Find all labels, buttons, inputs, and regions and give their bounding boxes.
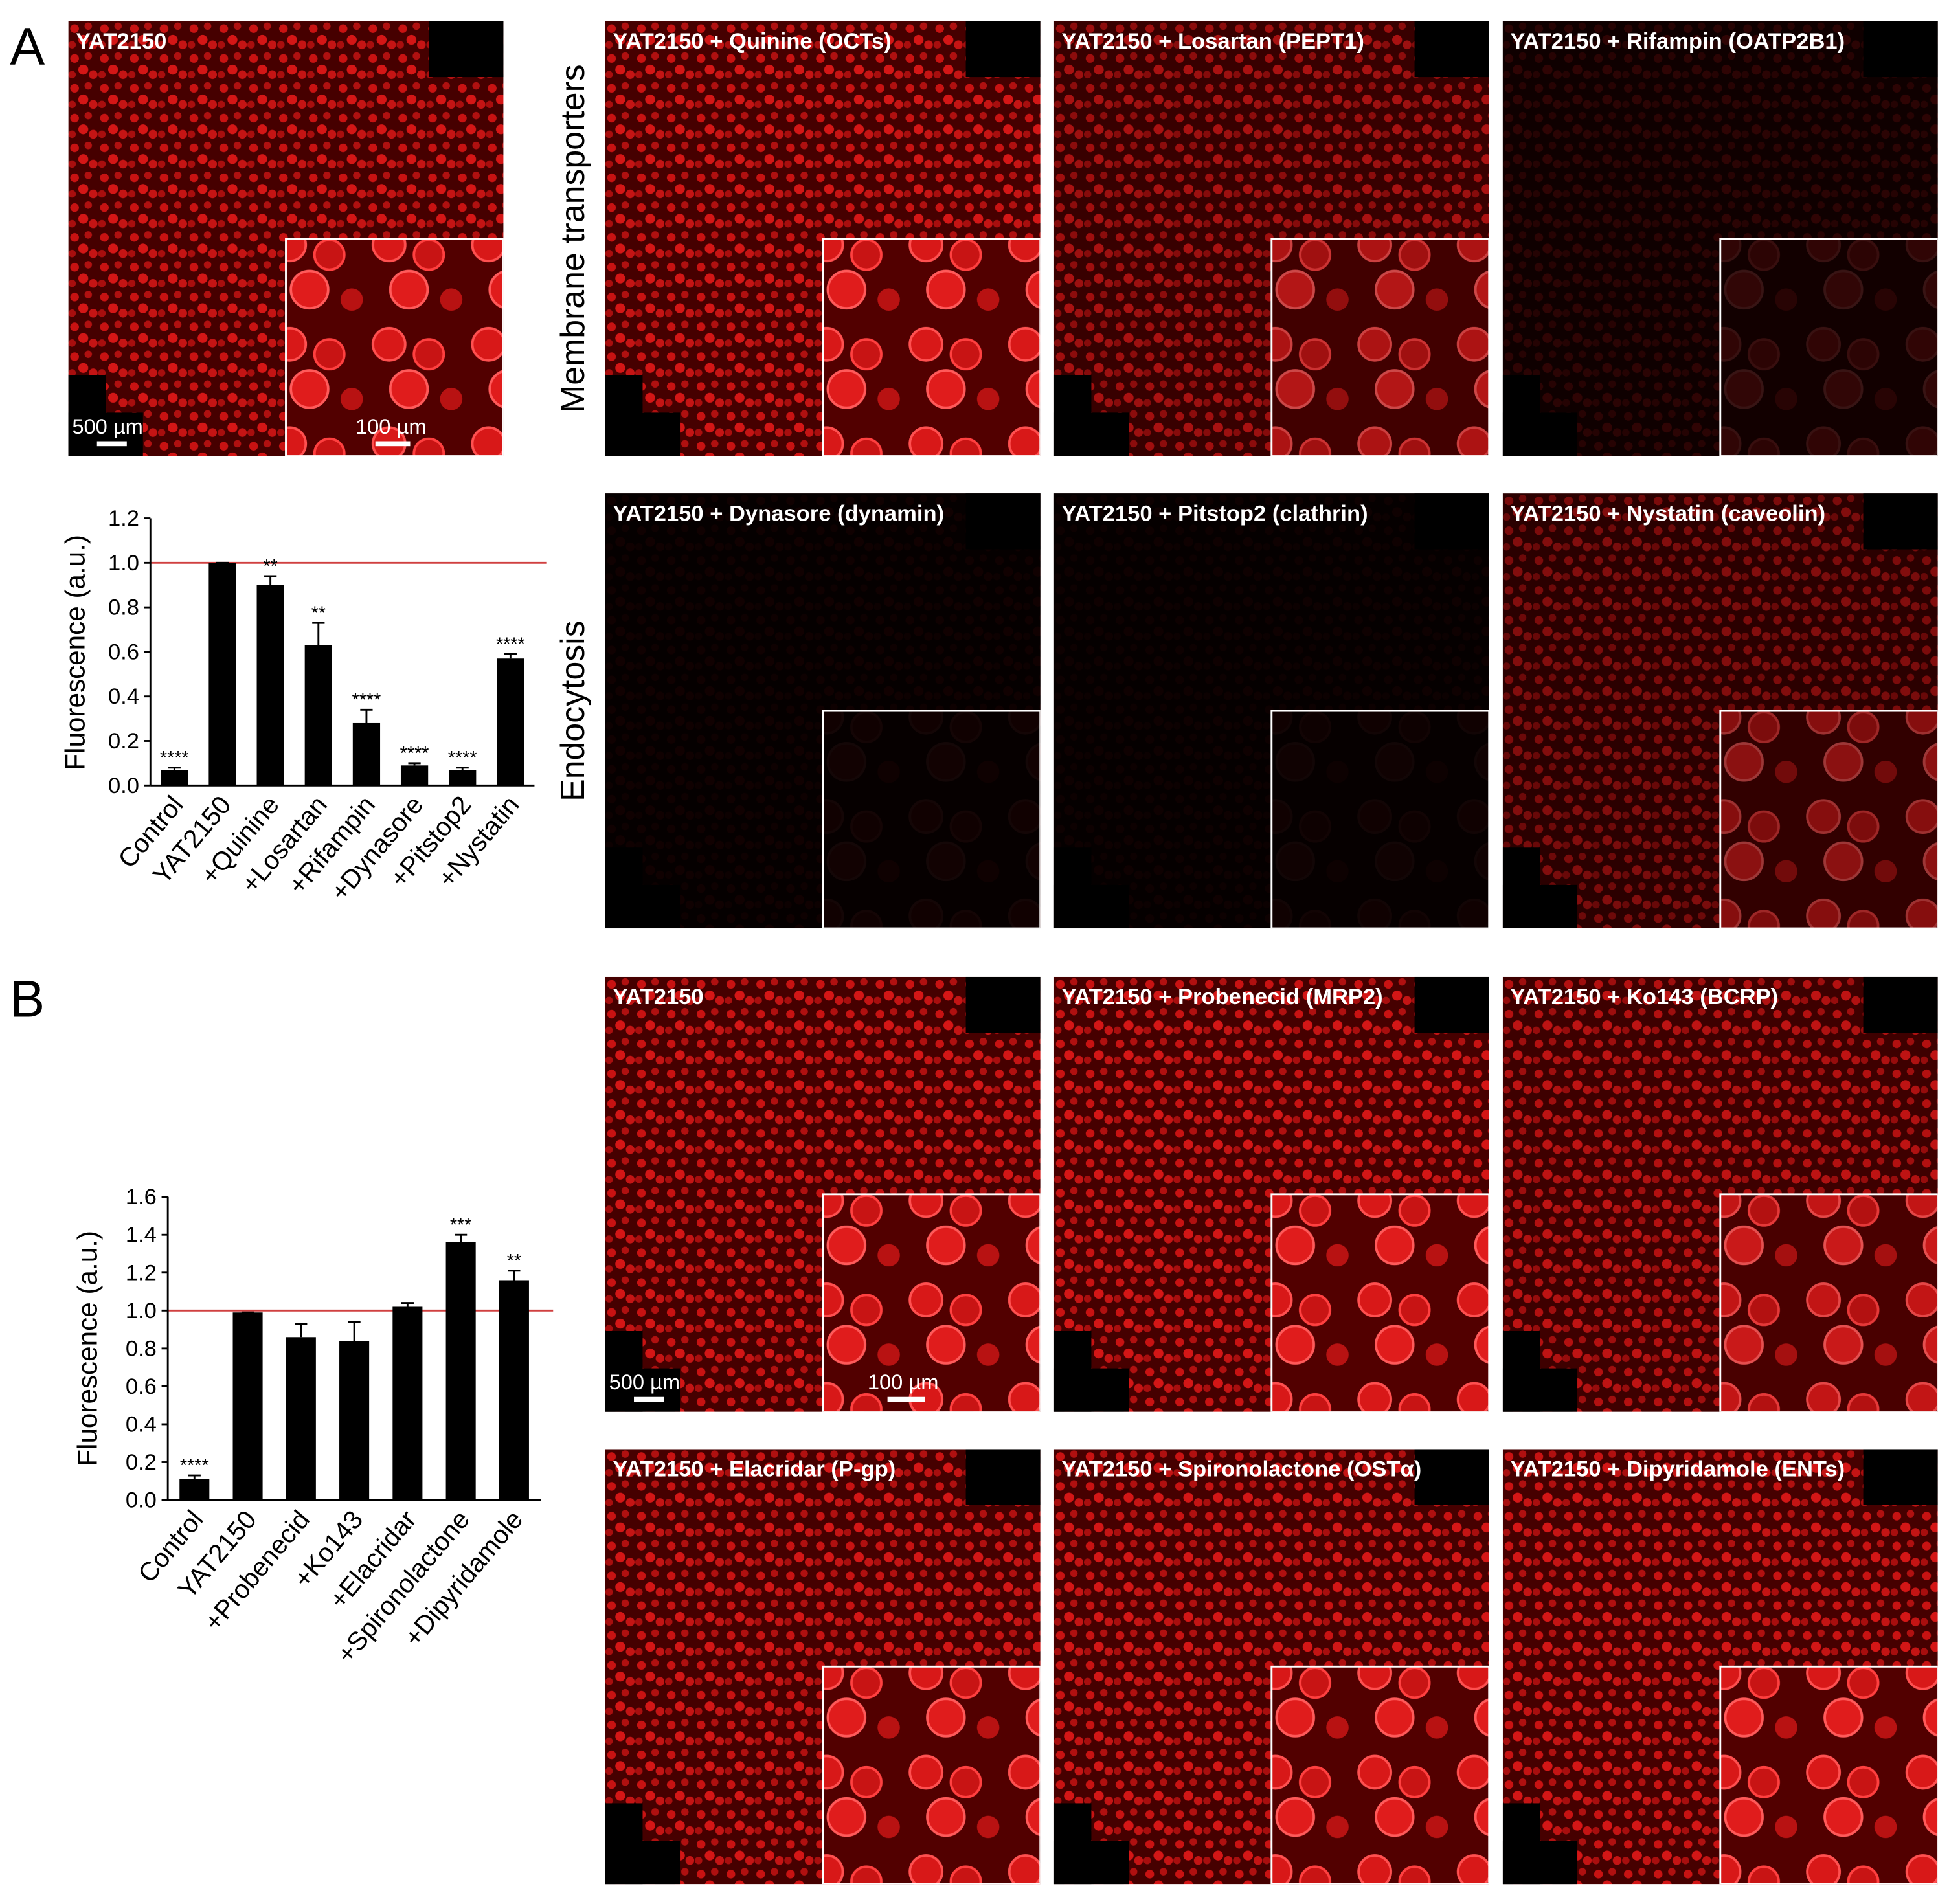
micrograph: YAT2150 + Pitstop2 (clathrin) — [1053, 493, 1489, 928]
y-tick-label: 1.6 — [126, 1185, 157, 1209]
image-title: YAT2150 + Spironolactone (OSTα) — [1061, 1457, 1421, 1482]
y-tick-label: 0.8 — [126, 1336, 157, 1361]
micrograph: YAT2150 + Losartan (PEPT1) — [1053, 21, 1489, 456]
bar — [286, 1337, 316, 1501]
image-title: YAT2150 + Nystatin (caveolin) — [1510, 501, 1825, 526]
image-title: YAT2150 + Rifampin (OATP2B1) — [1510, 29, 1845, 54]
bar — [400, 765, 429, 786]
error-bar — [456, 767, 469, 770]
image-title: YAT2150 + Elacridar (P-gp) — [613, 1457, 896, 1482]
y-tick-label: 0.8 — [108, 596, 139, 620]
y-tick-label: 0.2 — [108, 729, 139, 754]
y-tick-label: 1.0 — [126, 1299, 157, 1323]
significance: ** — [507, 1251, 521, 1271]
error-bar — [504, 653, 517, 659]
image-title: YAT2150 + Dipyridamole (ENTs) — [1510, 1457, 1845, 1482]
scale-bar-label: 100 µm — [868, 1370, 938, 1394]
image-title: YAT2150 + Pitstop2 (clathrin) — [1061, 501, 1368, 526]
y-tick-label: 1.4 — [126, 1223, 157, 1248]
bar — [499, 1280, 529, 1501]
micrograph: YAT2150 + Elacridar (P-gp) — [605, 1449, 1041, 1884]
y-tick-label: 0.6 — [126, 1374, 157, 1399]
significance: **** — [160, 748, 189, 768]
bar — [352, 722, 381, 786]
significance: ** — [311, 603, 326, 623]
significance: **** — [352, 690, 381, 711]
bar — [445, 1242, 476, 1501]
significance: ** — [263, 556, 277, 577]
image-title: YAT2150 + Losartan (PEPT1) — [1061, 29, 1364, 54]
significance: **** — [448, 748, 477, 768]
image-title: YAT2150 — [613, 985, 703, 1009]
bar — [232, 1312, 263, 1501]
micrograph: YAT2150 + Rifampin (OATP2B1) — [1502, 21, 1938, 456]
bar — [304, 645, 332, 786]
y-tick-label: 1.0 — [108, 551, 139, 576]
error-bar — [168, 767, 181, 770]
row-label: Membrane transporters — [554, 64, 591, 413]
significance: *** — [450, 1215, 472, 1235]
y-axis-label: Fluorescence (a.u.) — [60, 535, 91, 770]
micrograph: YAT2150 + Spironolactone (OSTα) — [1054, 1449, 1489, 1884]
y-tick-label: 0.4 — [108, 684, 139, 709]
y-tick-label: 1.2 — [108, 506, 139, 531]
bar — [208, 563, 236, 786]
micrograph: YAT2150 + Probenecid (MRP2) — [1054, 977, 1489, 1412]
bar — [256, 585, 284, 786]
error-bar — [188, 1474, 201, 1479]
micrograph: YAT2150 + Ko143 (BCRP) — [1502, 976, 1938, 1412]
y-tick-label: 0.2 — [126, 1450, 157, 1475]
error-bar — [401, 1302, 414, 1307]
error-bar — [408, 762, 421, 766]
image-title: YAT2150 + Quinine (OCTs) — [613, 29, 891, 54]
y-tick-label: 0.0 — [108, 774, 139, 798]
error-bar — [360, 708, 373, 723]
y-tick-label: 0.0 — [126, 1488, 157, 1513]
error-bar — [295, 1323, 308, 1338]
error-bar — [312, 622, 325, 645]
bar — [392, 1306, 423, 1501]
micrograph: YAT2150 500 µm 100 µm — [69, 21, 504, 456]
bar — [179, 1479, 210, 1501]
y-axis-label: Fluorescence (a.u.) — [73, 1231, 103, 1466]
bar — [449, 770, 477, 786]
error-bar — [264, 575, 277, 585]
panel-label: A — [10, 18, 45, 76]
scale-bar-label: 500 µm — [609, 1370, 680, 1394]
y-tick-label: 0.4 — [126, 1412, 157, 1437]
micrograph: YAT2150 + Dynasore (dynamin) — [605, 493, 1041, 928]
bar — [339, 1341, 370, 1501]
micrograph: YAT2150 500 µm 100 µm — [605, 977, 1041, 1412]
scale-bar-label: 500 µm — [72, 414, 142, 438]
significance: **** — [400, 743, 429, 764]
bar — [497, 658, 524, 786]
panel-label: B — [10, 970, 45, 1028]
significance: **** — [496, 634, 525, 655]
image-title: YAT2150 + Probenecid (MRP2) — [1061, 985, 1382, 1009]
image-title: YAT2150 + Dynasore (dynamin) — [613, 501, 944, 526]
error-bar — [348, 1321, 361, 1341]
y-tick-label: 0.6 — [108, 640, 139, 664]
image-title: YAT2150 + Ko143 (BCRP) — [1510, 985, 1778, 1009]
error-bar — [508, 1270, 521, 1281]
micrograph: YAT2150 + Quinine (OCTs) — [605, 21, 1041, 456]
bar — [161, 770, 188, 786]
scale-bar-label: 100 µm — [355, 414, 426, 438]
micrograph: YAT2150 + Nystatin (caveolin) — [1502, 493, 1938, 928]
row-label: Endocytosis — [554, 620, 591, 801]
micrograph: YAT2150 + Dipyridamole (ENTs) — [1503, 1449, 1938, 1884]
image-title: YAT2150 — [76, 29, 166, 54]
error-bar — [455, 1233, 468, 1242]
significance: **** — [180, 1455, 209, 1476]
y-tick-label: 1.2 — [126, 1260, 157, 1285]
